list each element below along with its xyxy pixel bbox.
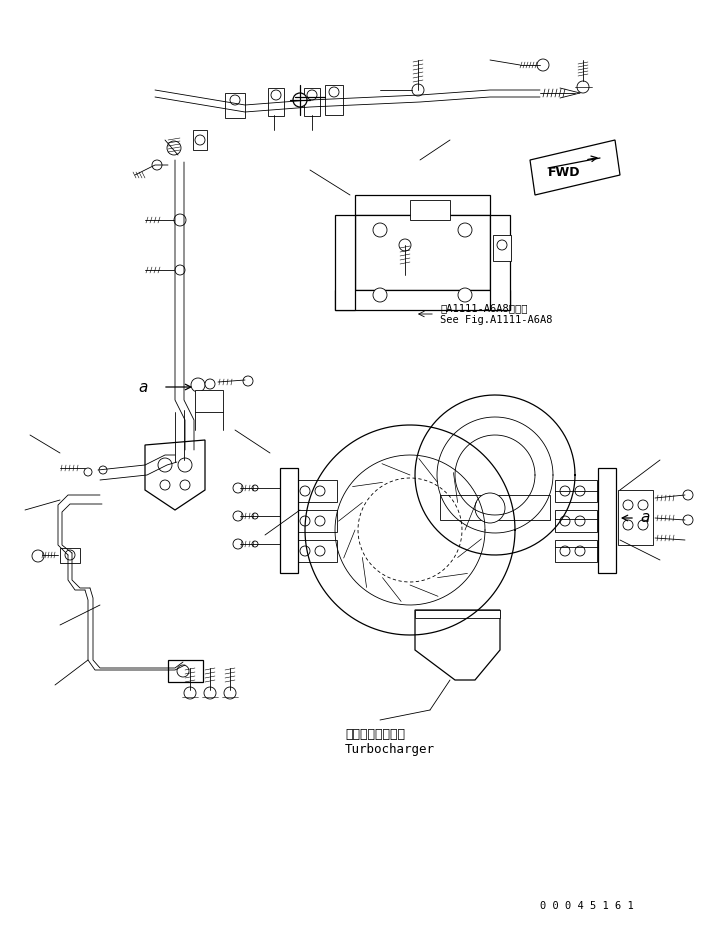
- Circle shape: [329, 87, 339, 97]
- Circle shape: [373, 288, 387, 302]
- Circle shape: [623, 520, 633, 530]
- Circle shape: [180, 480, 190, 490]
- Polygon shape: [145, 440, 205, 510]
- Circle shape: [307, 90, 317, 100]
- Bar: [295, 510, 337, 532]
- Text: 第A1111-A6A8図参照: 第A1111-A6A8図参照: [440, 303, 528, 313]
- Circle shape: [575, 486, 585, 496]
- Circle shape: [184, 687, 196, 699]
- Circle shape: [293, 93, 307, 107]
- Bar: [325, 85, 343, 115]
- Circle shape: [373, 223, 387, 237]
- Text: Turbocharger: Turbocharger: [345, 744, 435, 757]
- Circle shape: [174, 214, 186, 226]
- Circle shape: [623, 500, 633, 510]
- Circle shape: [99, 466, 107, 474]
- Circle shape: [271, 90, 281, 100]
- Circle shape: [497, 240, 507, 250]
- Circle shape: [191, 378, 205, 392]
- Circle shape: [233, 511, 243, 521]
- Circle shape: [178, 458, 192, 472]
- Bar: [618, 490, 653, 545]
- Circle shape: [167, 141, 181, 155]
- Polygon shape: [415, 610, 500, 680]
- Circle shape: [683, 490, 693, 500]
- Text: a: a: [138, 379, 148, 394]
- Circle shape: [300, 486, 310, 496]
- Circle shape: [683, 515, 693, 525]
- Circle shape: [458, 288, 472, 302]
- Circle shape: [475, 493, 505, 523]
- Circle shape: [252, 485, 258, 491]
- Circle shape: [577, 81, 589, 93]
- Bar: [168, 660, 203, 682]
- Circle shape: [560, 546, 570, 556]
- Bar: [268, 88, 284, 116]
- Circle shape: [160, 457, 170, 467]
- Circle shape: [638, 500, 648, 510]
- Circle shape: [205, 379, 215, 389]
- Circle shape: [412, 84, 424, 96]
- Circle shape: [230, 95, 240, 105]
- Circle shape: [560, 516, 570, 526]
- Circle shape: [252, 541, 258, 547]
- Polygon shape: [335, 290, 510, 310]
- Bar: [493, 235, 511, 261]
- Polygon shape: [530, 140, 620, 195]
- Bar: [295, 540, 337, 562]
- Polygon shape: [440, 495, 550, 520]
- Circle shape: [458, 223, 472, 237]
- Circle shape: [224, 687, 236, 699]
- Polygon shape: [355, 215, 490, 290]
- Circle shape: [84, 468, 92, 476]
- Bar: [280, 468, 298, 573]
- Circle shape: [575, 546, 585, 556]
- Text: ターボチャージャ: ターボチャージャ: [345, 729, 405, 742]
- Circle shape: [315, 546, 325, 556]
- Text: 0 0 0 4 5 1 6 1: 0 0 0 4 5 1 6 1: [540, 901, 634, 911]
- Text: See Fig.A1111-A6A8: See Fig.A1111-A6A8: [440, 315, 552, 325]
- Bar: [555, 480, 597, 502]
- Circle shape: [160, 480, 170, 490]
- Circle shape: [233, 483, 243, 493]
- Circle shape: [168, 448, 182, 462]
- Circle shape: [300, 546, 310, 556]
- Circle shape: [233, 539, 243, 549]
- Text: a: a: [640, 511, 650, 525]
- Circle shape: [638, 520, 648, 530]
- Bar: [225, 93, 245, 118]
- Circle shape: [315, 516, 325, 526]
- Circle shape: [575, 516, 585, 526]
- Polygon shape: [490, 215, 510, 310]
- Circle shape: [204, 687, 216, 699]
- Bar: [193, 130, 207, 150]
- Circle shape: [537, 59, 549, 71]
- Bar: [195, 390, 223, 412]
- Circle shape: [32, 550, 44, 562]
- Circle shape: [152, 160, 162, 170]
- Polygon shape: [415, 610, 500, 618]
- Circle shape: [243, 376, 253, 386]
- Circle shape: [195, 135, 205, 145]
- Circle shape: [300, 516, 310, 526]
- Polygon shape: [335, 215, 355, 310]
- Bar: [555, 540, 597, 562]
- Circle shape: [315, 486, 325, 496]
- Circle shape: [177, 665, 189, 677]
- Text: FWD: FWD: [548, 166, 581, 179]
- Circle shape: [560, 486, 570, 496]
- Circle shape: [175, 265, 185, 275]
- Bar: [60, 548, 80, 563]
- Bar: [555, 510, 597, 532]
- Circle shape: [399, 239, 411, 251]
- Bar: [295, 480, 337, 502]
- Bar: [304, 88, 320, 116]
- Circle shape: [65, 550, 75, 560]
- Circle shape: [158, 458, 172, 472]
- Bar: [410, 200, 450, 220]
- Bar: [598, 468, 616, 573]
- Circle shape: [252, 513, 258, 519]
- Polygon shape: [355, 195, 490, 215]
